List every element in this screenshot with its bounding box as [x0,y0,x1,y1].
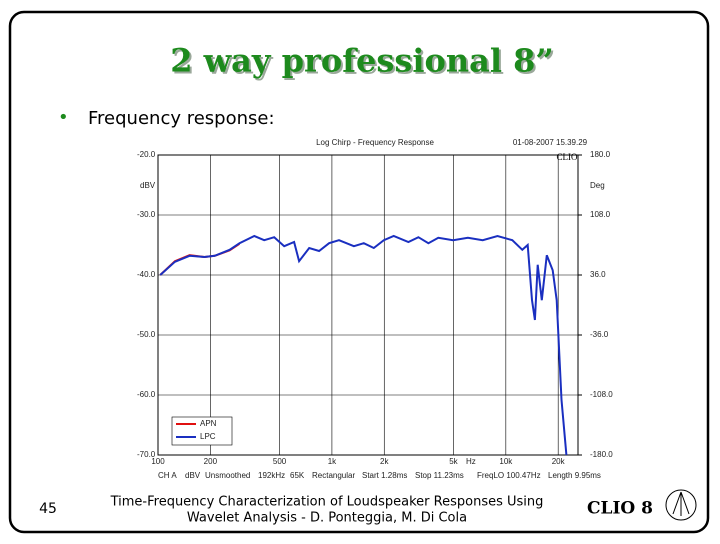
x-tick-label: 1k [328,457,337,466]
info-item: dBV [185,471,201,480]
info-item: Start 1.28ms [362,471,407,480]
page-number: 45 [39,501,57,517]
x-axis-label: Hz [466,457,476,466]
chart-title: Log Chirp - Frequency Response [316,138,434,147]
info-item: 65K [290,471,305,480]
y2-axis-label: Deg [590,181,605,190]
y-tick-label: -70.0 [137,450,156,459]
y-axis-label: dBV [140,181,156,190]
y-tick-label: -60.0 [137,390,156,399]
legend-box [171,416,233,446]
y2-tick-label: -180.0 [590,450,613,459]
x-tick-label: 200 [204,457,218,466]
footer-line: Time-Frequency Characterization of Louds… [110,495,544,510]
info-item: 192kHz [258,471,285,480]
legend-label: APN [200,419,217,428]
info-item: CH A [158,471,177,480]
logo: CLIO 8 [587,499,653,519]
x-tick-label: 500 [273,457,287,466]
info-item: FreqLO 100.47Hz [477,471,541,480]
info-item: Rectangular [312,471,355,480]
y2-tick-label: 108.0 [590,210,611,219]
x-tick-label: 100 [151,457,165,466]
y2-tick-label: 36.0 [590,270,606,279]
y2-tick-label: 180.0 [590,150,611,159]
y-tick-label: -30.0 [137,210,156,219]
y-tick-label: -40.0 [137,270,156,279]
info-item: Stop 11.23ms [415,471,464,480]
x-tick-label: 10k [499,457,513,466]
bullet-dot: • [58,107,69,128]
x-tick-label: 2k [380,457,389,466]
x-tick-label: 5k [449,457,458,466]
slide-title: 2 way professional 8” [170,42,554,80]
x-tick-label: 20k [552,457,566,466]
logo-icon [665,489,697,521]
y2-tick-label: -36.0 [590,330,609,339]
y2-tick-label: -108.0 [590,390,613,399]
line-series [159,234,568,456]
info-item: Unsmoothed [205,471,250,480]
y-tick-label: -20.0 [137,150,156,159]
y-tick-label: -50.0 [137,330,156,339]
footer-line: Wavelet Analysis - D. Ponteggia, M. Di C… [187,511,467,526]
bullet-text: Frequency response: [88,108,275,129]
plot-area [157,154,579,456]
timestamp: 01-08-2007 15.39.29 [513,138,588,147]
legend-label: LPC [200,432,216,441]
info-item: Length 9.95ms [548,471,601,480]
title-shadow: 2 way professional 8” [172,44,556,82]
brand: CLIO [557,152,578,162]
